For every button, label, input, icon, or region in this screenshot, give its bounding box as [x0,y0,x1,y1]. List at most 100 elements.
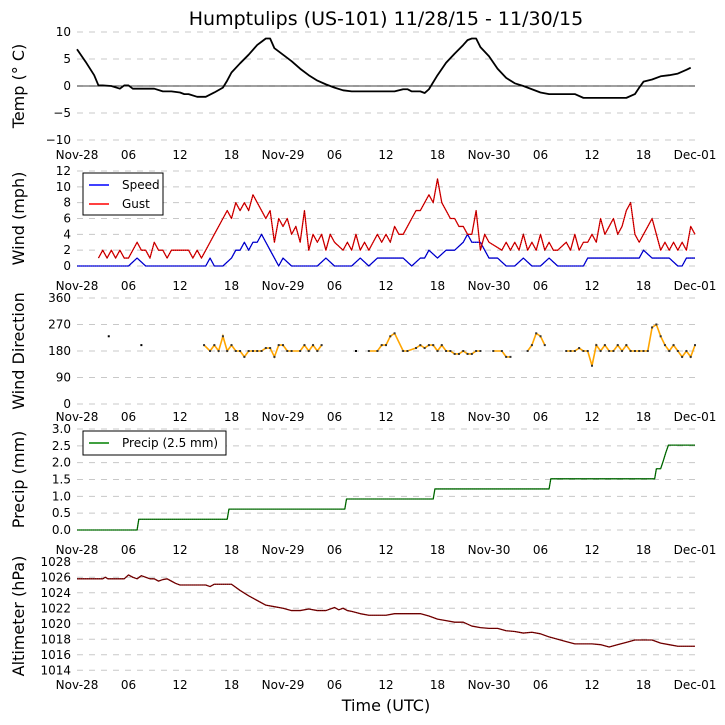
series-marker-line [98,178,696,260]
data-point [354,350,357,352]
x-tick-label: Nov-28 [56,410,99,424]
data-point [226,350,229,352]
data-point [599,350,602,352]
y-tick-label: 1022 [40,601,71,615]
data-point [423,347,426,350]
x-tick-label: 06 [533,148,548,162]
data-point [633,350,636,352]
x-tick-label: Nov-29 [262,678,305,692]
y-axis-label: Wind Direction [9,292,28,410]
data-point [247,350,250,352]
data-point [466,352,469,355]
y-tick-label: 1028 [40,555,71,569]
x-tick-label: 18 [224,148,239,162]
x-tick-label: 12 [378,279,393,293]
data-point [668,350,671,352]
data-point [689,355,692,358]
series-marker-line [77,233,695,267]
x-tick-label: Nov-28 [56,279,99,293]
x-tick-label: Nov-30 [468,148,511,162]
y-tick-label: 2.0 [52,456,71,470]
x-tick-label: 18 [224,279,239,293]
series-marker-line [77,444,695,531]
data-point [586,350,589,352]
y-tick-label: 2.5 [52,439,71,453]
data-point [475,350,478,352]
series-line [76,37,692,99]
y-tick-label: 12 [56,164,71,178]
series-altimeter [77,574,695,648]
data-point [535,332,538,335]
data-point [445,350,448,352]
x-tick-label: 18 [430,148,445,162]
data-point [616,344,619,347]
y-axis-label: Precip (mm) [9,431,28,529]
x-tick-label: Nov-30 [468,543,511,557]
data-point [251,350,254,352]
y-tick-label: 5 [63,52,71,66]
x-tick-label: 06 [327,148,342,162]
series-line [493,350,511,358]
data-point [457,352,460,355]
x-tick-label: 06 [533,410,548,424]
data-point [462,350,465,352]
x-tick-label: Nov-30 [468,279,511,293]
x-tick-label: 06 [533,678,548,692]
data-point [393,332,396,335]
series-line [203,333,323,359]
data-point [203,344,206,347]
y-tick-label: 0 [63,259,71,273]
x-tick-label: 18 [430,543,445,557]
x-tick-label: Nov-29 [262,543,305,557]
legend: Precip (2.5 mm) [82,430,227,456]
x-tick-label: 18 [224,410,239,424]
y-tick-label: 1024 [40,586,71,600]
data-point [286,350,289,352]
x-tick-label: 06 [533,279,548,293]
data-point [694,344,696,347]
data-point [651,326,654,329]
data-point [509,355,512,358]
x-tick-label: 12 [378,678,393,692]
y-tick-label: 1016 [40,648,71,662]
x-axis-label: Time (UTC) [341,696,430,715]
panel-precip: 0.0 0.5 1.0 1.5 2.0 2.5 3.0 Precip (mm) Nov-28 06… [9,422,716,557]
data-point [415,347,418,350]
series-line [526,332,546,352]
data-point [380,344,383,347]
x-tick-label: 06 [121,678,136,692]
data-point [260,350,263,352]
y-tick-label: 3.0 [52,422,71,436]
x-tick-label: 06 [533,543,548,557]
x-tick-label: 06 [121,410,136,424]
y-tick-label: 6 [63,212,71,226]
x-tick-label: 18 [636,543,651,557]
x-tick-label: 18 [636,279,651,293]
data-point [376,350,379,352]
data-point [307,350,310,352]
data-point [492,350,495,352]
data-point [230,344,233,347]
y-tick-label: −10 [46,133,71,147]
y-tick-label: 90 [56,371,71,385]
y-tick-label: 10 [56,180,71,194]
data-point [213,344,216,347]
x-tick-label: 18 [430,279,445,293]
y-tick-label: 1026 [40,570,71,584]
x-tick-label: 12 [378,543,393,557]
data-point [479,350,482,352]
data-point [659,335,662,338]
x-tick-label: 12 [584,678,599,692]
y-tick-label: 10 [56,25,71,39]
series-precip-2-5-mm- [77,444,695,531]
y-axis-label: Wind (mph) [9,172,28,266]
series-line [77,444,695,531]
data-point [655,323,658,326]
data-point [209,350,212,352]
x-tick-label: Nov-28 [56,678,99,692]
series-temp [76,37,692,99]
y-tick-label: 0.0 [52,523,71,537]
x-tick-label: 06 [121,279,136,293]
data-point [277,344,280,347]
data-point [681,355,684,358]
